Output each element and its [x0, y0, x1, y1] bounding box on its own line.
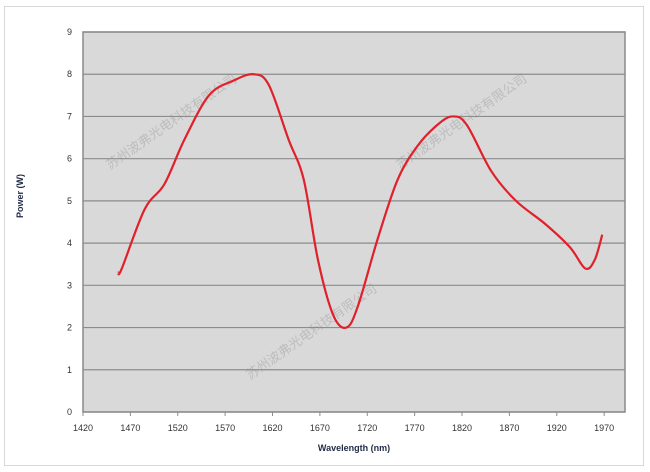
gridlines	[83, 31, 625, 413]
y-tick-label: 9	[67, 27, 72, 37]
x-tick-label: 1620	[262, 423, 282, 433]
x-axis-label: Wavelength (nm)	[318, 443, 390, 453]
y-tick-label: 0	[67, 407, 72, 417]
y-tick-label: 6	[67, 154, 72, 164]
x-tick-label: 1820	[452, 423, 472, 433]
x-tick-label: 1570	[215, 423, 235, 433]
x-axis-ticks: 1420 1470 1520 1570 1620 1670 1720 1770 1820 1870…	[73, 412, 614, 433]
y-axis-ticks: 0 1 2 3 4 5 6 7 8 9	[67, 27, 72, 417]
x-tick-label: 1420	[73, 423, 93, 433]
y-tick-label: 2	[67, 323, 72, 333]
series-line	[116, 73, 604, 329]
y-tick-label: 4	[67, 238, 72, 248]
y-tick-label: 3	[67, 280, 72, 290]
x-tick-label: 1970	[594, 423, 614, 433]
y-tick-label: 8	[67, 69, 72, 79]
x-tick-label: 1870	[499, 423, 519, 433]
x-tick-label: 1520	[168, 423, 188, 433]
chart-frame	[4, 6, 644, 466]
y-tick-label: 7	[67, 111, 72, 121]
x-tick-label: 1920	[547, 423, 567, 433]
x-tick-label: 1770	[405, 423, 425, 433]
x-tick-label: 1470	[120, 423, 140, 433]
y-axis-label: Power (W)	[15, 174, 25, 218]
x-tick-label: 1720	[357, 423, 377, 433]
x-tick-label: 1670	[310, 423, 330, 433]
y-tick-label: 5	[67, 196, 72, 206]
y-tick-label: 1	[67, 365, 72, 375]
